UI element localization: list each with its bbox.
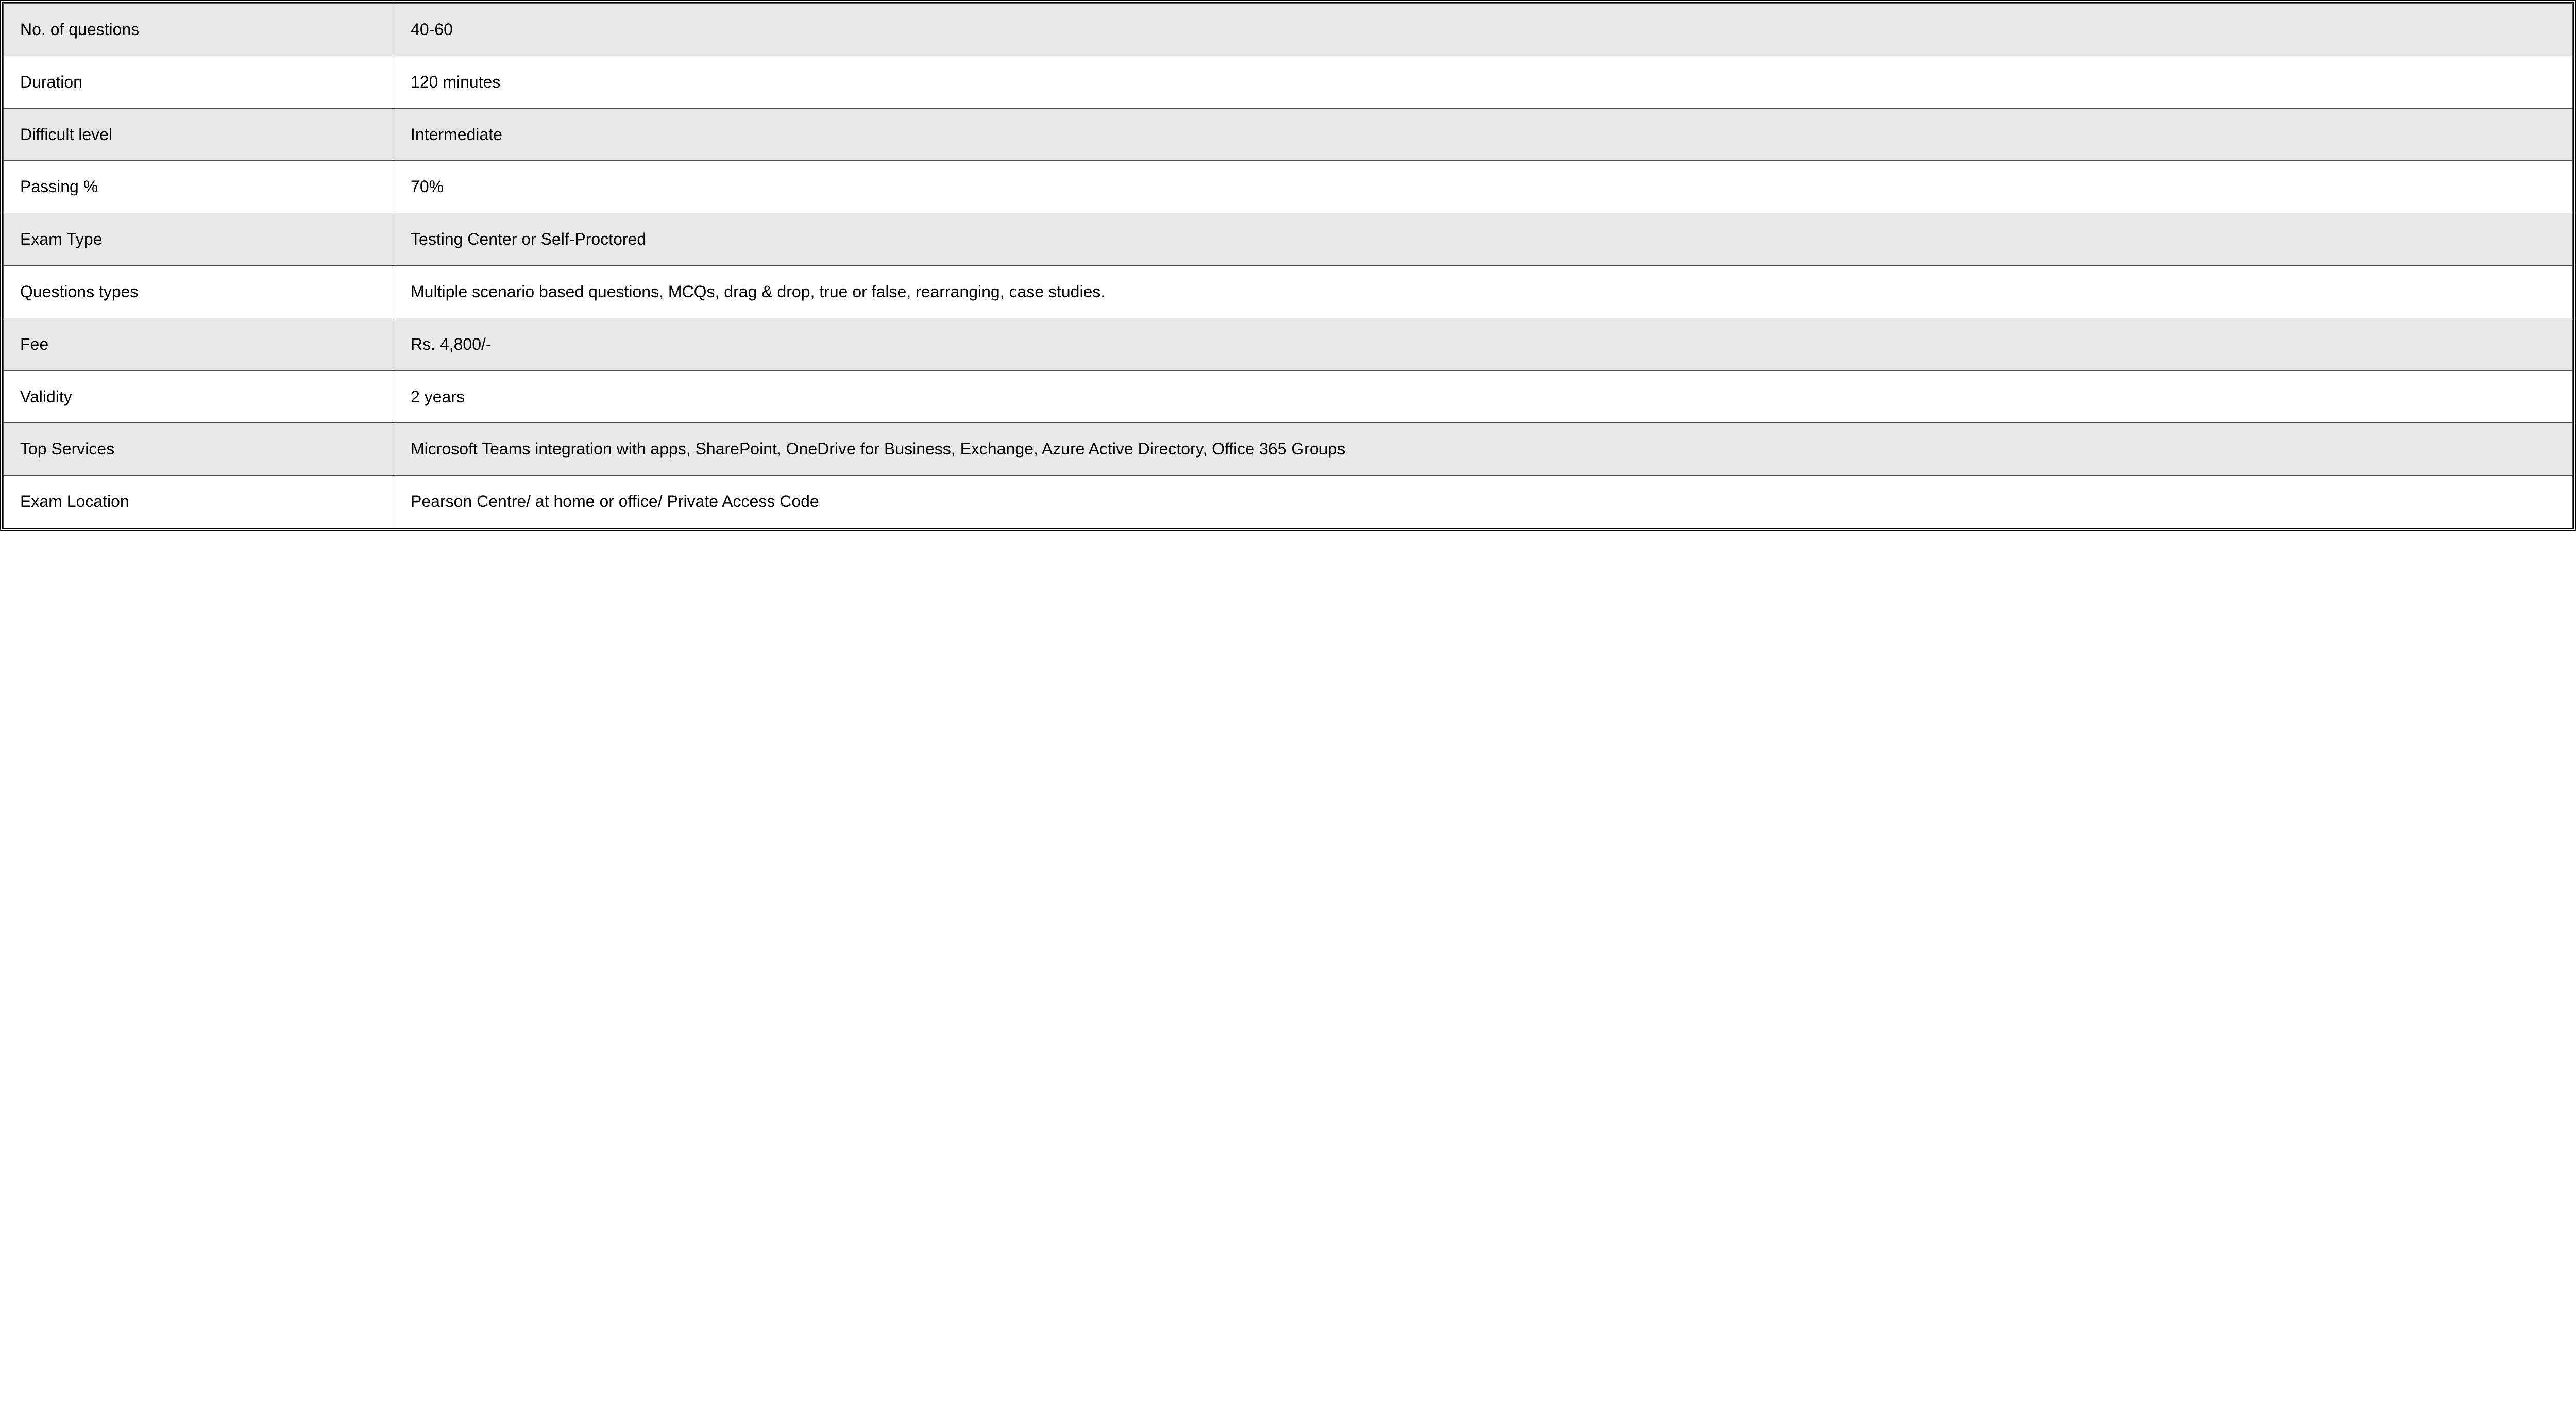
table-row: Exam Type Testing Center or Self-Proctor… [4, 213, 2573, 266]
row-label: Top Services [4, 423, 394, 476]
row-value: Pearson Centre/ at home or office/ Priva… [394, 476, 2573, 528]
row-label: Fee [4, 318, 394, 370]
row-value: 70% [394, 161, 2573, 213]
table-row: No. of questions 40-60 [4, 4, 2573, 56]
table-row: Exam Location Pearson Centre/ at home or… [4, 476, 2573, 528]
row-value: Multiple scenario based questions, MCQs,… [394, 265, 2573, 318]
row-value: Microsoft Teams integration with apps, S… [394, 423, 2573, 476]
table-row: Duration 120 minutes [4, 56, 2573, 108]
row-value: 120 minutes [394, 56, 2573, 108]
row-label: Difficult level [4, 108, 394, 161]
exam-info-tbody: No. of questions 40-60 Duration 120 minu… [4, 4, 2573, 528]
table-row: Difficult level Intermediate [4, 108, 2573, 161]
row-value: 2 years [394, 370, 2573, 423]
row-label: Passing % [4, 161, 394, 213]
row-label: Questions types [4, 265, 394, 318]
row-label: Exam Type [4, 213, 394, 266]
table-row: Validity 2 years [4, 370, 2573, 423]
row-value: Rs. 4,800/- [394, 318, 2573, 370]
exam-info-table-container: No. of questions 40-60 Duration 120 minu… [0, 0, 2576, 531]
exam-info-table: No. of questions 40-60 Duration 120 minu… [3, 3, 2573, 528]
table-row: Questions types Multiple scenario based … [4, 265, 2573, 318]
row-label: Validity [4, 370, 394, 423]
row-label: No. of questions [4, 4, 394, 56]
row-value: 40-60 [394, 4, 2573, 56]
row-value: Testing Center or Self-Proctored [394, 213, 2573, 266]
table-row: Passing % 70% [4, 161, 2573, 213]
table-row: Top Services Microsoft Teams integration… [4, 423, 2573, 476]
row-label: Duration [4, 56, 394, 108]
row-label: Exam Location [4, 476, 394, 528]
row-value: Intermediate [394, 108, 2573, 161]
table-row: Fee Rs. 4,800/- [4, 318, 2573, 370]
